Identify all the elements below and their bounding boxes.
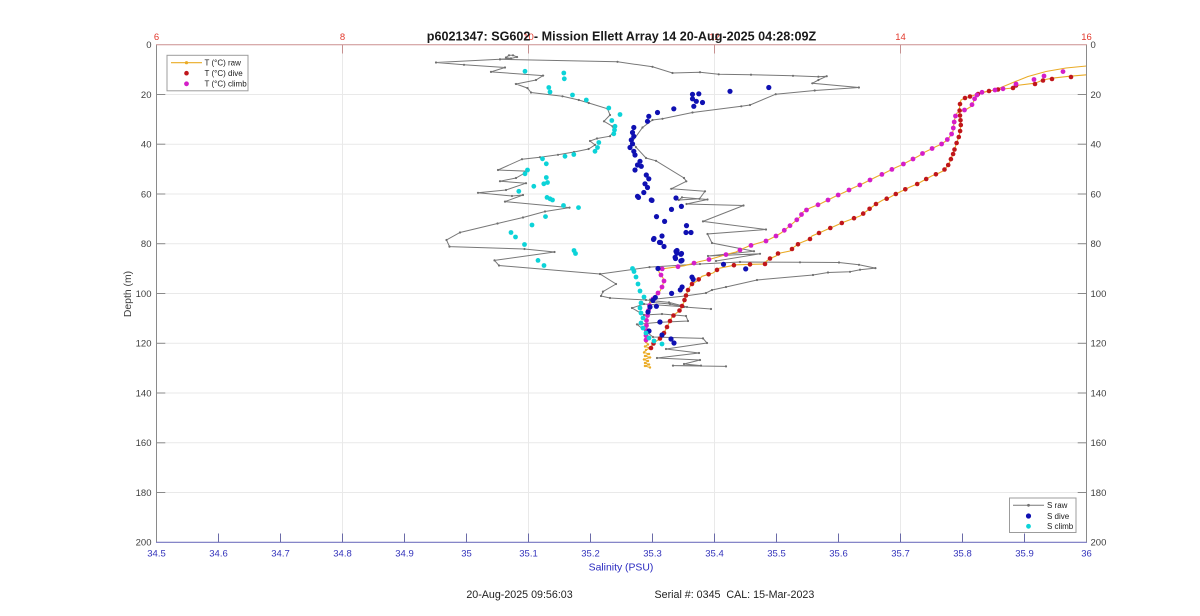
svg-text:140: 140 xyxy=(1091,388,1107,399)
svg-text:120: 120 xyxy=(136,339,152,350)
svg-text:0: 0 xyxy=(1091,40,1096,51)
svg-text:120: 120 xyxy=(1091,339,1107,350)
svg-text:S raw: S raw xyxy=(1047,501,1068,510)
svg-text:14: 14 xyxy=(895,32,906,43)
svg-text:35.9: 35.9 xyxy=(1015,549,1034,560)
svg-text:35.7: 35.7 xyxy=(891,549,910,560)
svg-text:200: 200 xyxy=(1091,538,1107,549)
svg-text:200: 200 xyxy=(136,538,152,549)
svg-text:35.6: 35.6 xyxy=(829,549,848,560)
svg-text:8: 8 xyxy=(340,32,345,43)
svg-text:10: 10 xyxy=(523,32,534,43)
svg-text:T (°C) dive: T (°C) dive xyxy=(205,69,244,78)
svg-text:60: 60 xyxy=(141,189,152,200)
svg-text:Depth (m): Depth (m) xyxy=(123,271,134,317)
svg-text:p6021347: SG602 - Mission Elle: p6021347: SG602 - Mission Ellett Array 1… xyxy=(427,29,817,43)
svg-text:36: 36 xyxy=(1081,549,1092,560)
svg-text:35.1: 35.1 xyxy=(519,549,538,560)
svg-text:80: 80 xyxy=(141,239,152,250)
svg-text:S climb: S climb xyxy=(1047,522,1074,531)
svg-text:16: 16 xyxy=(1081,32,1092,43)
svg-text:35.3: 35.3 xyxy=(643,549,662,560)
svg-text:180: 180 xyxy=(136,488,152,499)
svg-text:0: 0 xyxy=(146,40,151,51)
svg-text:100: 100 xyxy=(136,289,152,300)
svg-text:80: 80 xyxy=(1091,239,1102,250)
svg-text:160: 160 xyxy=(1091,438,1107,449)
svg-text:35.2: 35.2 xyxy=(581,549,600,560)
svg-text:S dive: S dive xyxy=(1047,512,1070,521)
svg-text:160: 160 xyxy=(136,438,152,449)
svg-text:20-Aug-2025 09:56:03: 20-Aug-2025 09:56:03 xyxy=(466,589,572,601)
svg-text:40: 40 xyxy=(1091,140,1102,151)
svg-text:Serial #: 0345 CAL: 15-Mar-20: Serial #: 0345 CAL: 15-Mar-2023 xyxy=(655,589,815,601)
svg-text:6: 6 xyxy=(154,32,159,43)
svg-text:34.9: 34.9 xyxy=(395,549,414,560)
svg-text:12: 12 xyxy=(709,32,720,43)
svg-text:34.5: 34.5 xyxy=(147,549,166,560)
svg-text:T (°C) climb: T (°C) climb xyxy=(205,80,248,89)
svg-text:35.5: 35.5 xyxy=(767,549,786,560)
svg-text:34.8: 34.8 xyxy=(333,549,352,560)
svg-text:35: 35 xyxy=(461,549,472,560)
svg-text:35.8: 35.8 xyxy=(953,549,972,560)
svg-text:20: 20 xyxy=(1091,90,1102,101)
svg-text:Salinity (PSU): Salinity (PSU) xyxy=(589,563,654,574)
svg-text:T (°C) raw: T (°C) raw xyxy=(205,59,242,68)
svg-text:180: 180 xyxy=(1091,488,1107,499)
svg-text:34.6: 34.6 xyxy=(209,549,228,560)
svg-text:34.7: 34.7 xyxy=(271,549,290,560)
svg-text:40: 40 xyxy=(141,140,152,151)
svg-text:60: 60 xyxy=(1091,189,1102,200)
svg-text:100: 100 xyxy=(1091,289,1107,300)
svg-text:35.4: 35.4 xyxy=(705,549,724,560)
svg-text:140: 140 xyxy=(136,388,152,399)
svg-text:20: 20 xyxy=(141,90,152,101)
